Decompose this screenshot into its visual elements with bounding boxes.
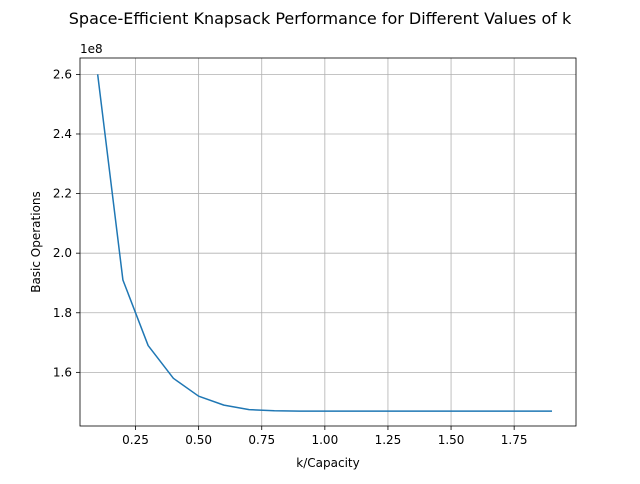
y-offset-label: 1e8 bbox=[80, 42, 103, 56]
series-layer bbox=[96, 74, 553, 412]
y-tick-label: 2.0 bbox=[53, 246, 72, 260]
y-tick-label: 2.4 bbox=[53, 127, 72, 141]
plot-frame bbox=[79, 57, 577, 427]
x-tick-label: 1.50 bbox=[438, 433, 465, 447]
x-tick-label: 1.00 bbox=[311, 433, 338, 447]
y-tick-label: 2.2 bbox=[53, 187, 72, 201]
series-line-0 bbox=[96, 74, 553, 412]
x-axis-label: k/Capacity bbox=[296, 456, 359, 470]
x-tick-label: 1.25 bbox=[375, 433, 402, 447]
y-tick-label: 1.8 bbox=[53, 306, 72, 320]
x-tick-label: 0.25 bbox=[122, 433, 149, 447]
y-tick-label: 2.6 bbox=[53, 67, 72, 81]
x-tick-label: 0.75 bbox=[248, 433, 275, 447]
axes: 0.25 0.50 0.75 1.00 1.25 1.50 1.75 1.6 1.8 2.0 2.2… bbox=[53, 57, 577, 447]
chart-title: Space-Efficient Knapsack Performance for… bbox=[69, 9, 572, 28]
x-tick-label: 0.50 bbox=[185, 433, 212, 447]
x-tick-label: 1.75 bbox=[501, 433, 528, 447]
y-axis-label: Basic Operations bbox=[29, 191, 43, 293]
grid bbox=[80, 58, 576, 426]
y-tick-label: 1.6 bbox=[53, 365, 72, 379]
